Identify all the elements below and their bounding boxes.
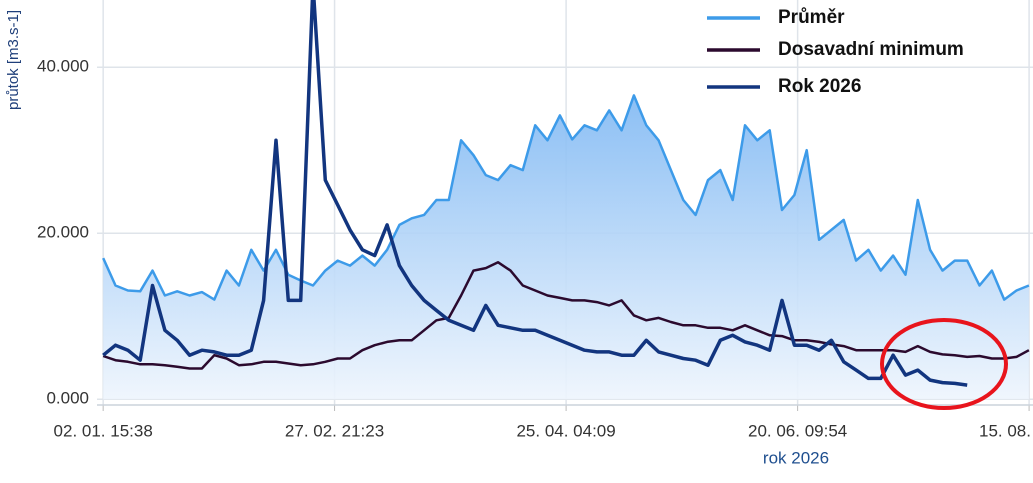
y-tick-label: 20.000 [37,223,89,242]
series-line [102,94,1030,301]
highlight-circle [880,318,1008,410]
y-axis-title: průtok [m3.s-1] [5,10,22,110]
series-line [102,261,1030,370]
axes: 0.000 20.000 40.000 02. 01. 15:38 27. 02. 21… [37,57,1033,440]
legend-label: Rok 2026 [778,76,861,97]
x-tick-label: 15. 08. [979,421,1031,440]
area [103,95,1029,400]
x-tick-label: 20. 06. 09:54 [748,421,847,440]
x-tick-label: 25. 04. 04:09 [516,421,615,440]
x-axis-title: rok 2026 [763,448,829,467]
legend-label: Dosavadní minimum [778,39,964,60]
legend-label: Průměr [778,7,845,28]
y-tick-label: 0.000 [46,389,89,408]
x-tick-label: 27. 02. 21:23 [285,421,384,440]
series-line [102,0,968,387]
x-tick-label: 02. 01. 15:38 [54,421,153,440]
plot-area [102,0,1030,400]
legend: Průměr Dosavadní minimum Rok 2026 [707,7,964,97]
y-tick-label: 40.000 [37,57,89,76]
